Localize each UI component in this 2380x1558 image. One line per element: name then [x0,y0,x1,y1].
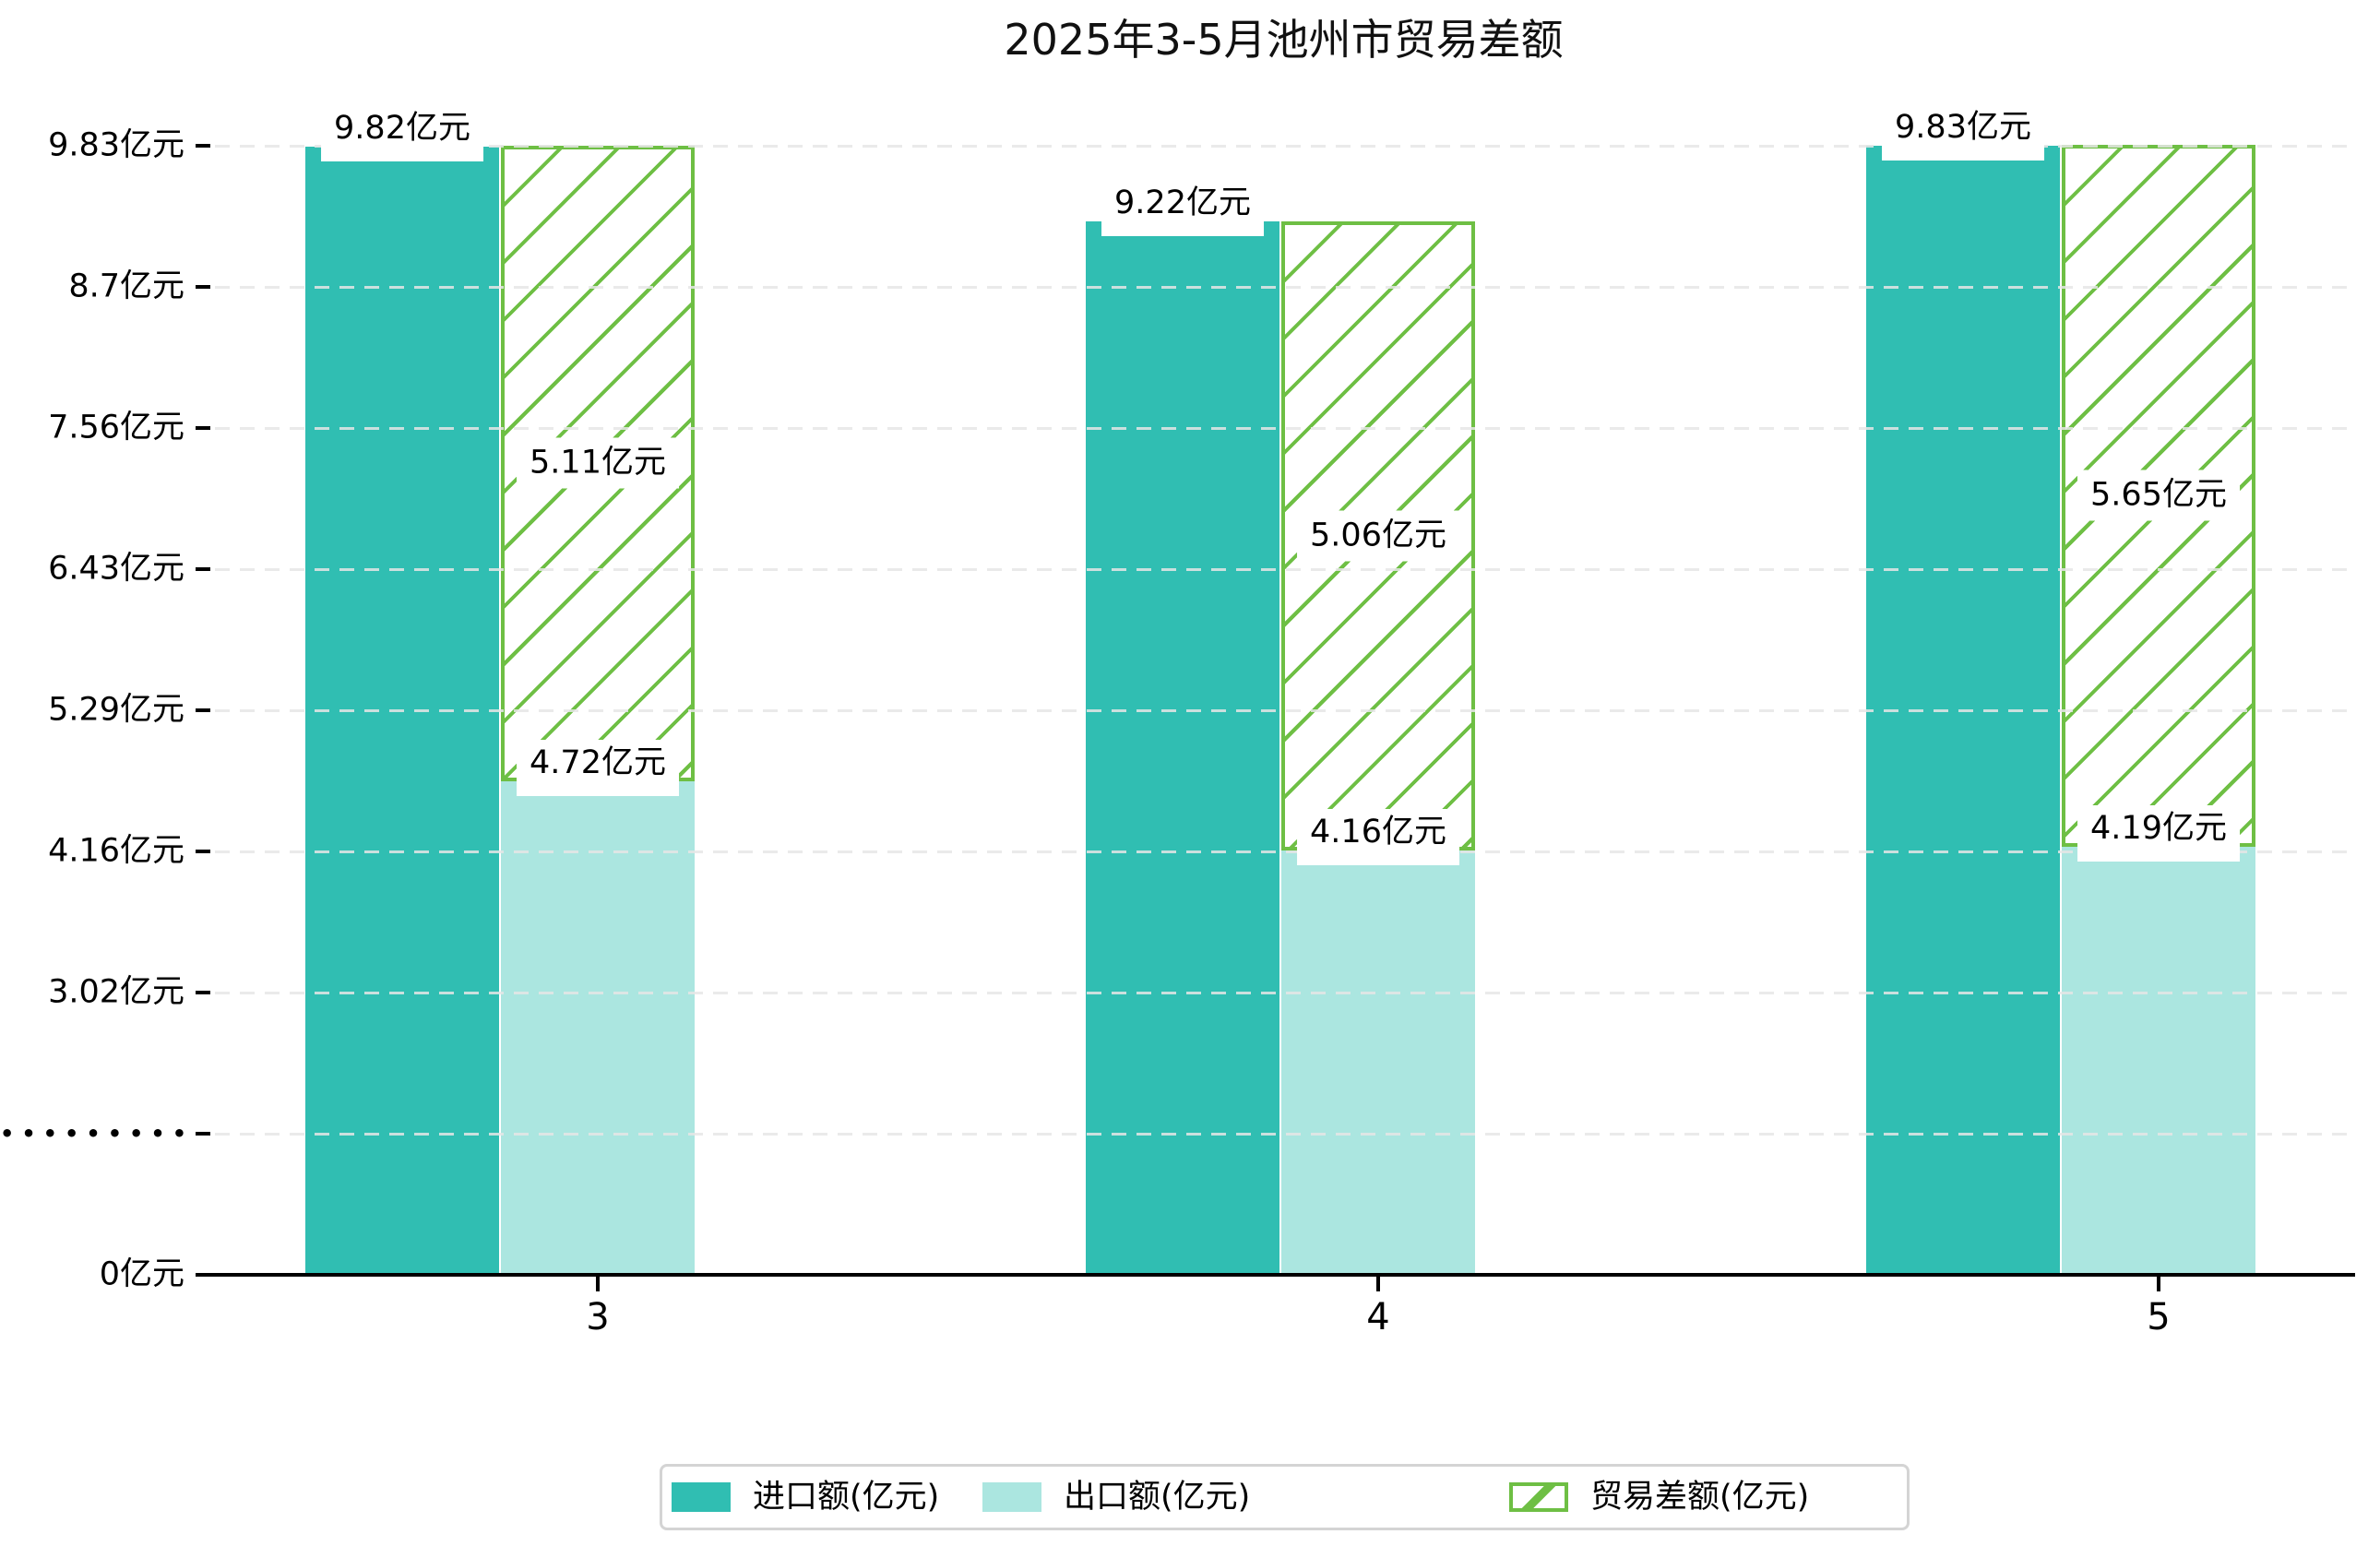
y-axis-tick-mark [196,426,210,430]
legend-item-export: 出口额(亿元) [982,1467,1250,1528]
export-bar [2062,847,2255,1275]
gridline [215,286,2355,289]
import-bar [1086,221,1279,1275]
import-value-label: 9.82亿元 [321,105,483,162]
chart-title: 2025年3-5月池州市贸易差额 [1004,15,1564,65]
legend-label: 贸易差额(亿元) [1590,1478,1810,1516]
legend-swatch-import-icon [672,1482,731,1512]
gridline [215,427,2355,430]
x-axis-tick-mark [596,1277,600,1291]
x-axis-tick-label: 4 [1366,1296,1390,1338]
export-value-label: 4.19亿元 [2077,805,2240,862]
y-axis-tick-label: 5.29亿元 [48,691,184,729]
export-value-label: 4.16亿元 [1297,809,1459,866]
legend: 进口额(亿元) 出口额(亿元) 贸易差额(亿元) [660,1464,1910,1530]
x-axis-tick-mark [1376,1277,1380,1291]
y-axis-tick-label: 9.83亿元 [48,126,184,164]
y-axis-tick-mark [196,850,210,853]
y-axis-tick-mark [196,144,210,148]
legend-swatch-trade_balance-icon [1509,1482,1568,1512]
export-bar [501,780,695,1275]
export-value-label: 4.72亿元 [517,739,679,796]
y-axis-tick-label: 7.56亿元 [48,409,184,446]
x-axis-tick-mark [2157,1277,2160,1291]
y-axis-tick-label: 4.16亿元 [48,832,184,870]
trade-balance-value-label: 5.65亿元 [2077,470,2240,521]
gridline [215,850,2355,853]
y-axis-tick-label: 0亿元 [99,1255,184,1293]
y-axis-tick-label: 8.7亿元 [68,268,184,305]
gridline [215,145,2355,148]
trade-balance-value-label: 5.06亿元 [1297,510,1459,562]
y-axis-tick-mark [196,285,210,289]
legend-label: 出口额(亿元) [1064,1478,1251,1516]
import-value-label: 9.83亿元 [1882,104,2044,161]
y-axis-tick-label: 6.43亿元 [48,550,184,588]
y-axis-tick-label: 3.02亿元 [48,973,184,1011]
y-axis-tick-mark [196,1273,210,1277]
gridline [215,1133,2355,1136]
gridline [215,568,2355,571]
import-value-label: 9.22亿元 [1101,180,1264,237]
export-bar [1281,850,1475,1275]
y-axis-tick-mark [196,1132,210,1136]
x-axis-tick-label: 3 [586,1296,610,1338]
gridline [215,992,2355,994]
x-axis-line [208,1273,2355,1277]
legend-label: 进口额(亿元) [753,1478,940,1516]
y-axis-tick-mark [196,991,210,994]
gridline [215,709,2355,712]
trade-balance-value-label: 5.11亿元 [517,437,679,489]
x-axis-tick-label: 5 [2147,1296,2171,1338]
y-axis-tick-mark [196,708,210,712]
legend-item-trade_balance: 贸易差额(亿元) [1509,1467,1809,1528]
legend-swatch-export-icon [982,1482,1041,1512]
y-axis-break-label: ••••••••• [0,1121,195,1147]
y-axis-tick-mark [196,567,210,571]
legend-item-import: 进口额(亿元) [672,1467,939,1528]
